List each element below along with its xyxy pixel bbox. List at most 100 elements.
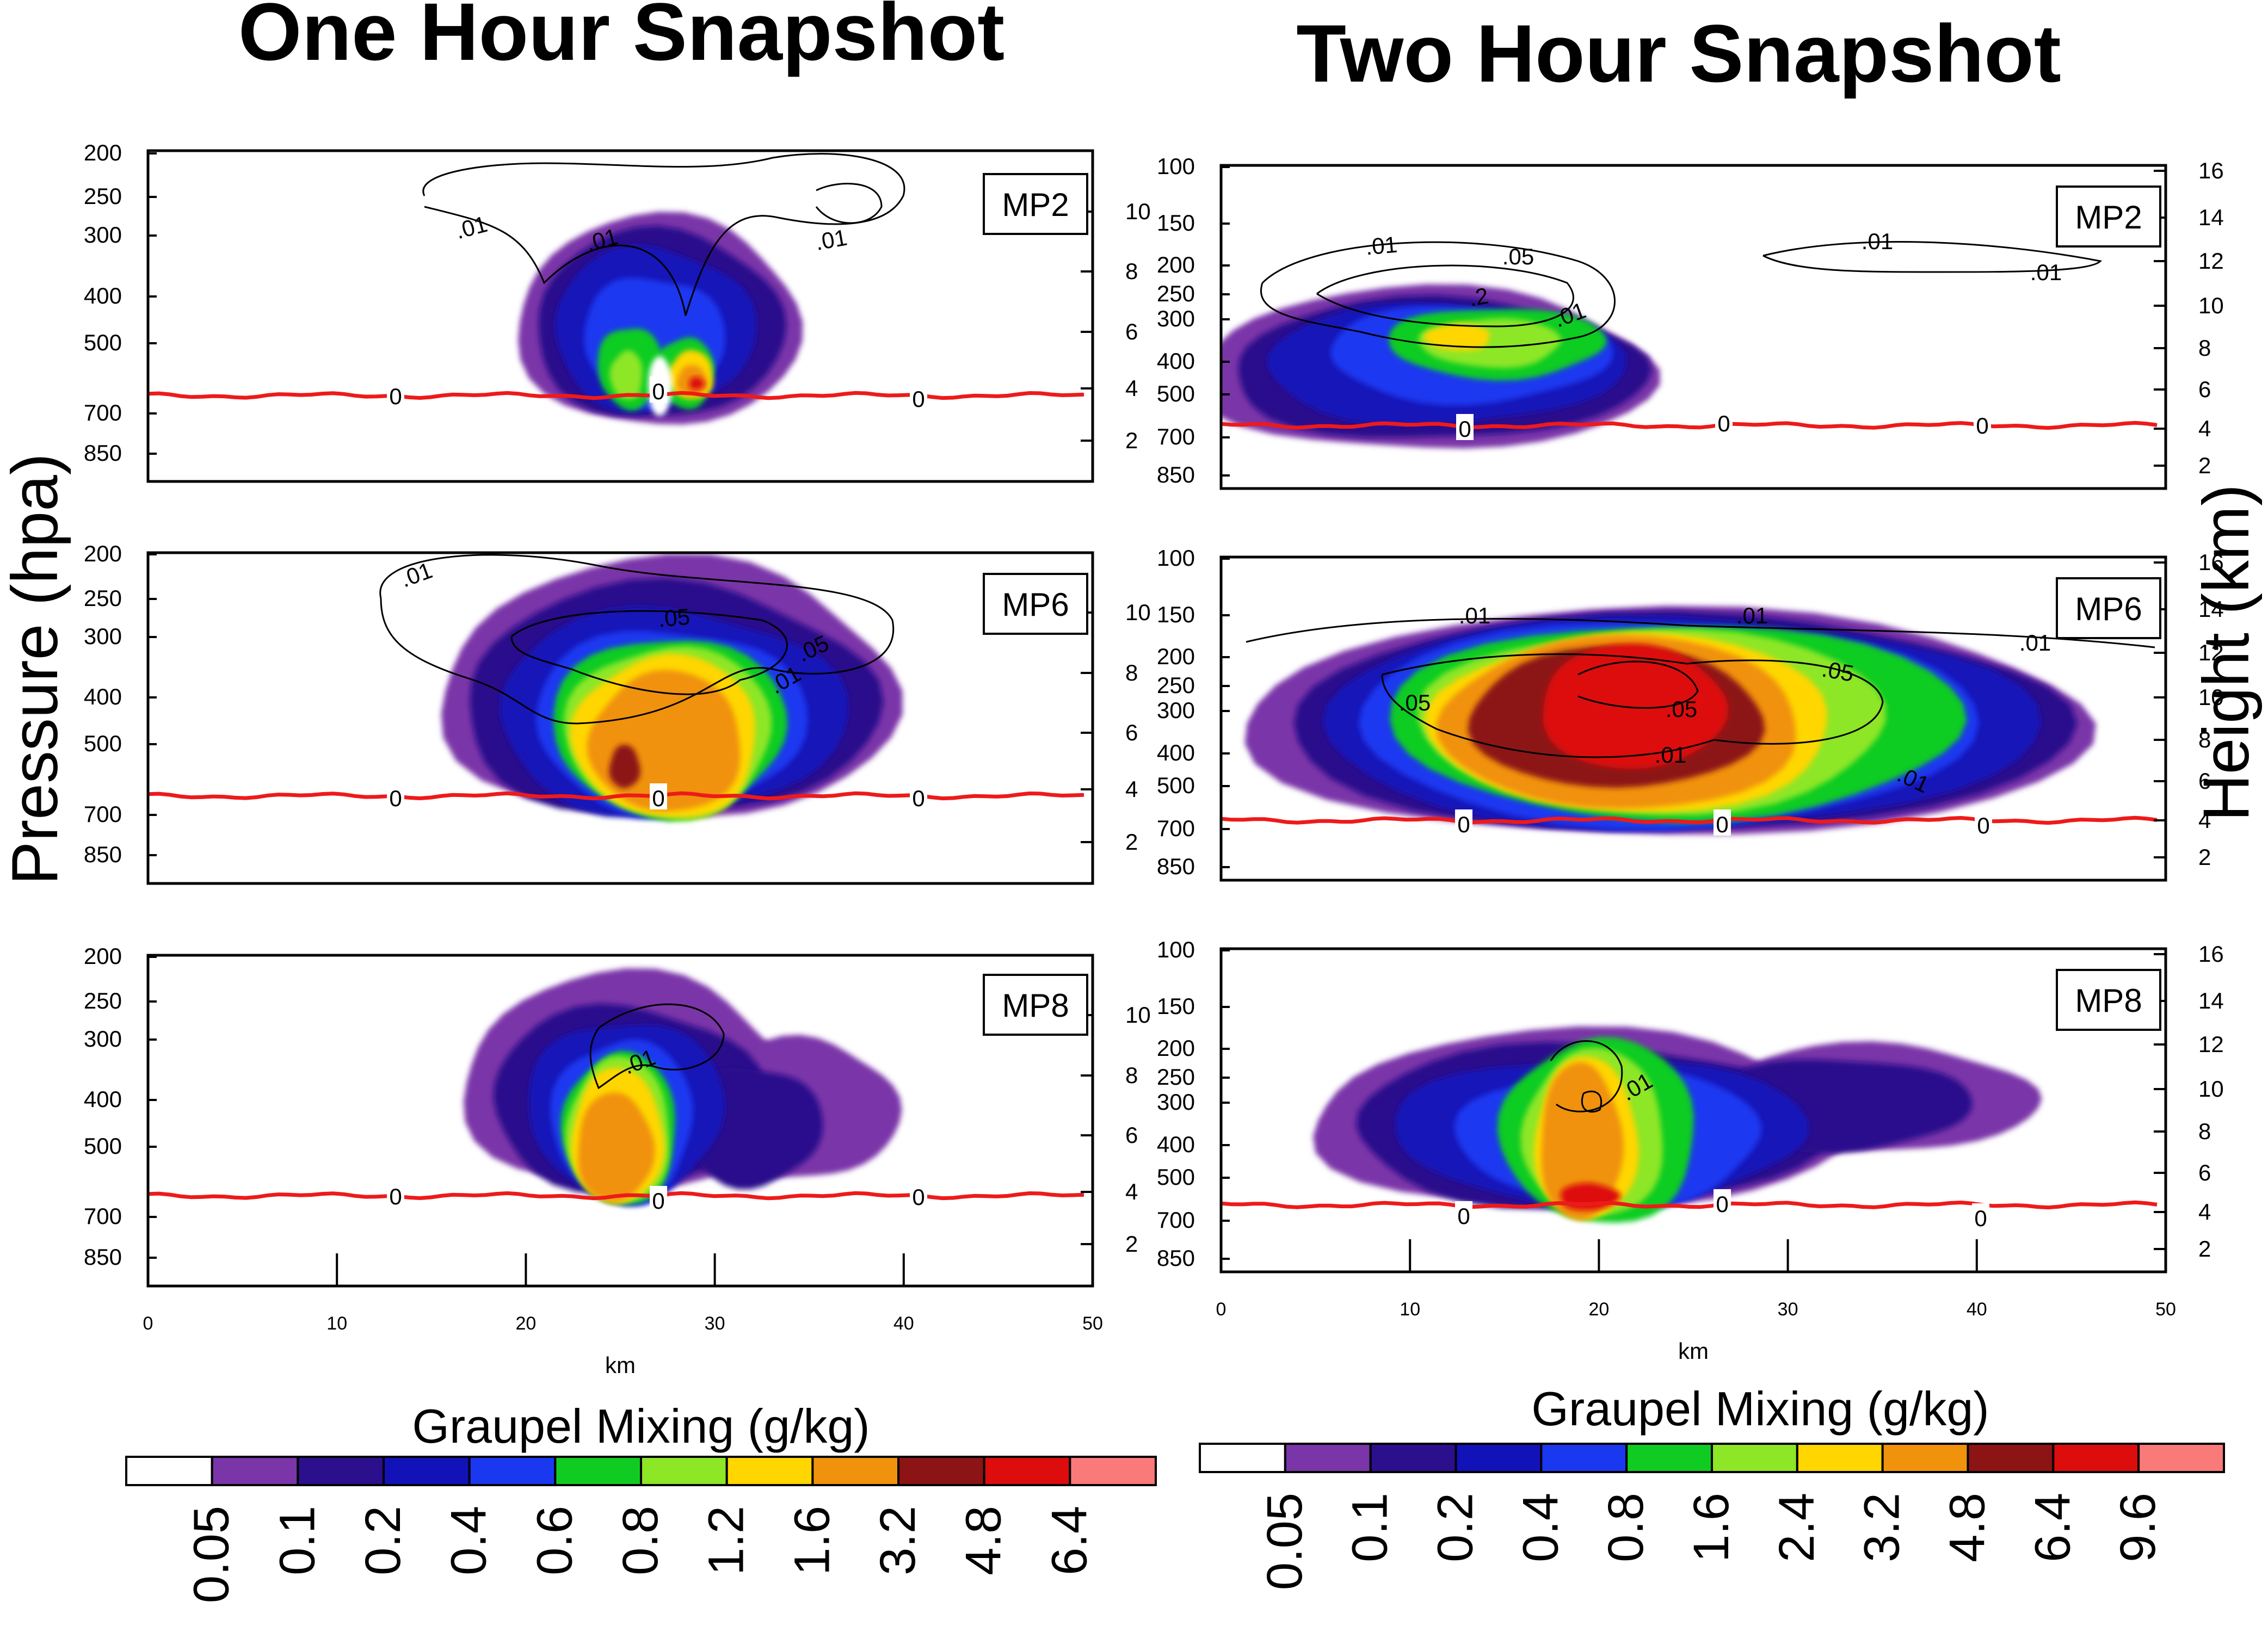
mixing-ratio-contour-0 (589, 1003, 725, 1090)
contour-label: .01 (1459, 603, 1490, 628)
pressure-tick-label: 500 (84, 1133, 122, 1159)
x-tick-label: 10 (1400, 1299, 1420, 1320)
colorbar-swatch-white (125, 1456, 213, 1486)
mixing-ratio-contour-0 (379, 554, 895, 725)
mixing-ratio-contour-1 (1381, 653, 1884, 758)
freezing-level-line (1221, 421, 2158, 430)
x-axis-label: km (1678, 1338, 1709, 1364)
x-tick-label: 20 (515, 1313, 536, 1334)
freezing-level-label: 0 (652, 379, 664, 404)
panel-right-mp2: 0 0 0.01.05.2.01.01.0110015020025030040050… (1157, 153, 2224, 490)
height-tick-label: 14 (2198, 988, 2224, 1013)
colorbar-level-label: 0.4 (1513, 1493, 1568, 1562)
freezing-level-line (1221, 815, 2158, 825)
height-tick-label: 12 (2198, 248, 2224, 274)
freezing-label-bg (1455, 1201, 1472, 1227)
pressure-tick-label: 500 (1157, 381, 1195, 406)
colorbar-swatch-pink (1069, 1456, 1157, 1486)
contour-label: .05 (1820, 656, 1856, 687)
panel-frame (1219, 947, 2167, 1273)
pressure-axis-label: Pressure (hpa) (0, 453, 71, 885)
colorbar-level-label: 0.6 (527, 1506, 582, 1575)
graupel-region-lime (609, 350, 643, 400)
panel-frame (1219, 555, 2167, 882)
freezing-label-bg (387, 783, 404, 809)
pressure-tick-label: 400 (84, 1086, 122, 1112)
colorbar-level-label: 0.2 (355, 1506, 411, 1575)
scheme-badge-box (983, 573, 1088, 635)
height-tick-label: 10 (1125, 1002, 1151, 1028)
x-tick-label: 50 (1082, 1313, 1103, 1334)
freezing-level-line (1221, 1200, 2158, 1210)
scheme-badge: MP8 (1002, 987, 1069, 1024)
x-tick-label: 0 (143, 1313, 153, 1334)
pressure-tick-label: 850 (1157, 854, 1195, 879)
colorbar-swatch-white (1199, 1443, 1286, 1473)
contour-label: .01 (1736, 603, 1768, 628)
contour-label: .05 (1399, 690, 1431, 715)
panel-left-mp6: 0 0 0.01.05.05.012002503004005007008501086… (84, 541, 1151, 885)
panel-left-mp2: 0 0 0.01.01.01200250300400500700850108642M… (84, 140, 1151, 483)
scheme-badge-box (2056, 577, 2161, 639)
colorbar-swatch-blue (1540, 1443, 1628, 1473)
pressure-tick-label: 250 (84, 183, 122, 209)
scheme-badge-box (2056, 969, 2161, 1031)
colorbar-swatch-maroon (1967, 1443, 2055, 1473)
panels: 0 0 0.01.01.01200250300400500700850108642M… (84, 140, 2224, 1378)
height-tick-label: 2 (2198, 1236, 2211, 1262)
freezing-level-label: 0 (1716, 1191, 1728, 1217)
pressure-tick-label: 150 (1157, 210, 1195, 236)
panel-plot-area (148, 968, 1084, 1206)
height-tick-label: 14 (2198, 596, 2224, 622)
colorbar-level-label: 0.05 (1257, 1493, 1312, 1590)
freezing-level-line (148, 1191, 1084, 1201)
freezing-level-line (148, 791, 1084, 801)
mixing-ratio-contour-1 (1316, 264, 1574, 327)
x-tick-label: 30 (1778, 1299, 1798, 1320)
pressure-tick-label: 200 (84, 943, 122, 969)
freezing-label-bg (650, 376, 667, 403)
mixing-ratio-contour-0 (1260, 241, 1616, 348)
colorbar-level-label: 1.6 (1684, 1493, 1739, 1562)
freezing-level-label: 0 (912, 1184, 925, 1210)
colorbar-swatch-lime (1711, 1443, 1798, 1473)
graupel-region-red (1543, 644, 1729, 769)
height-axis-label: Height (km) (2190, 484, 2263, 821)
colorbar-level-label: 0.1 (1342, 1493, 1398, 1562)
colorbar-level-label: 0.8 (613, 1506, 668, 1575)
height-tick-label: 4 (2198, 416, 2211, 441)
graupel-region-maroon (609, 745, 640, 788)
scheme-badge-box (983, 173, 1088, 235)
pressure-tick-label: 400 (84, 684, 122, 709)
pressure-tick-label: 700 (1157, 1207, 1195, 1233)
height-tick-label: 4 (1125, 375, 1138, 401)
panel-plot-area (1221, 241, 2158, 449)
colorbar-level-label: 1.2 (699, 1506, 754, 1575)
colorbar-level-label: 9.6 (2110, 1493, 2166, 1562)
height-tick-label: 6 (2198, 768, 2211, 794)
pressure-tick-label: 850 (84, 842, 122, 867)
scheme-badge: MP2 (1002, 187, 1069, 223)
pressure-tick-label: 300 (1157, 1089, 1195, 1115)
panel-plot-area (148, 153, 1084, 425)
freezing-label-bg (1714, 1189, 1731, 1215)
freezing-level-label: 0 (1717, 411, 1730, 436)
height-tick-label: 12 (2198, 1031, 2224, 1057)
height-tick-label: 8 (2198, 1118, 2211, 1144)
freezing-level-label: 0 (652, 786, 664, 811)
freezing-level-label: 0 (1977, 813, 1989, 838)
freezing-level-label: 0 (1457, 1203, 1470, 1229)
contour-label: .05 (1502, 244, 1534, 269)
height-tick-label: 6 (2198, 376, 2211, 402)
freezing-level-label: 0 (1458, 416, 1471, 442)
contour-label: .2 (1467, 283, 1490, 311)
colorbar-level-label: 0.1 (269, 1506, 325, 1575)
panel-frame (1219, 164, 2167, 490)
freezing-label-bg (1456, 414, 1474, 440)
freezing-level-line (148, 391, 1084, 400)
colorbar-swatch-maroon (897, 1456, 985, 1486)
height-tick-label: 10 (2198, 293, 2224, 318)
pressure-tick-label: 300 (84, 1026, 122, 1052)
freezing-level-label: 0 (1716, 812, 1728, 837)
